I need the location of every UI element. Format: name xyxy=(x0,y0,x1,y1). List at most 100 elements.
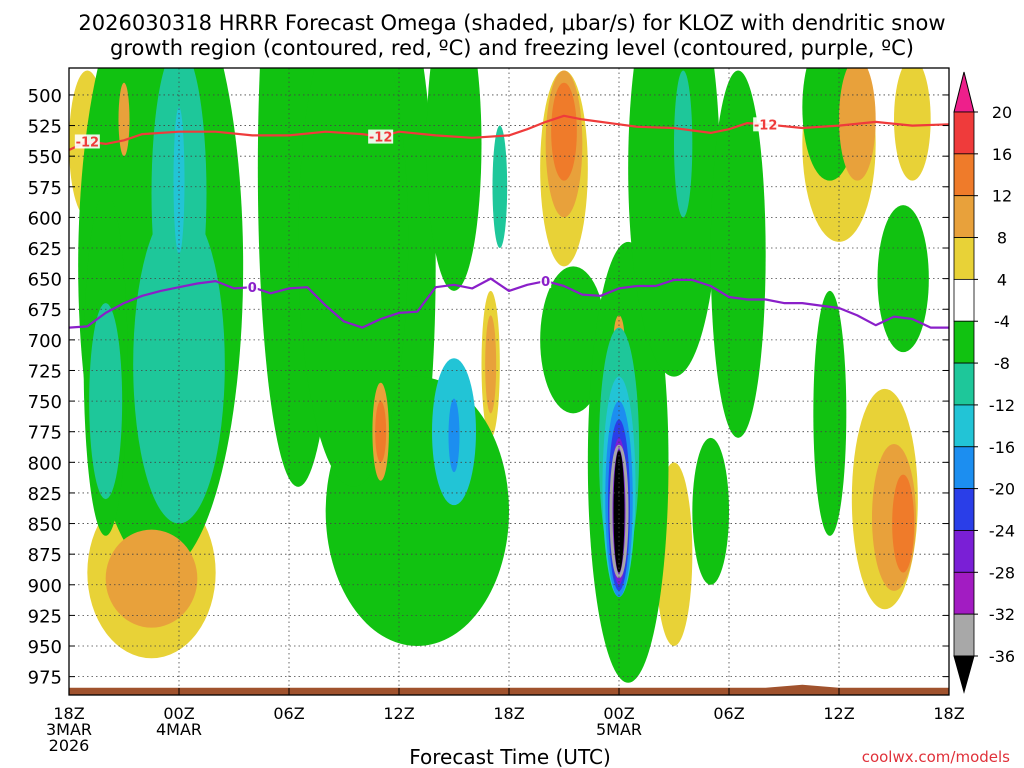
y-tick-label: 600 xyxy=(28,208,62,229)
omega-blob-up-8 xyxy=(813,290,847,536)
colorbar-label: -8 xyxy=(994,354,1010,373)
plot-area: -12 -12 -12 0 0 xyxy=(68,67,950,696)
colorbar-bottom-arrow xyxy=(953,655,975,694)
colorbar-label: -32 xyxy=(989,605,1015,624)
y-tick-label: 875 xyxy=(28,545,62,566)
colorbar-bin xyxy=(953,404,975,448)
omega-blob-down-8 xyxy=(118,82,130,157)
colorbar-label: -36 xyxy=(989,647,1015,666)
y-tick-label: 925 xyxy=(28,606,62,627)
colorbar-bin xyxy=(953,320,975,364)
freezing-contour-label-bg xyxy=(246,280,258,295)
y-tick-label: 850 xyxy=(28,515,62,536)
omega-blob-up-8 xyxy=(426,68,482,291)
x-tick-label: 00Z xyxy=(163,704,194,723)
chart-title-line2: growth region (contoured, red, ºC) and f… xyxy=(110,36,914,60)
y-tick-label: 525 xyxy=(28,117,62,138)
colorbar-bin xyxy=(953,195,975,238)
colorbar-label: 16 xyxy=(992,145,1012,164)
colorbar-bin xyxy=(953,571,975,615)
chart-title-line1: 2026030318 HRRR Forecast Omega (shaded, … xyxy=(78,11,945,35)
omega-blob-up-8 xyxy=(628,68,720,377)
omega-shading xyxy=(69,68,931,683)
y-tick-label: 650 xyxy=(28,270,62,291)
omega-blob-up-36 xyxy=(613,450,625,573)
freezing-contour-label: 0 xyxy=(541,275,550,290)
freezing-contour-label: 0 xyxy=(248,281,257,296)
colorbar-bin xyxy=(953,530,975,573)
y-axis: 500 525 550 575 600 625 650 675 700 725 750 775 800 8… xyxy=(28,86,949,689)
y-tick-label: 500 xyxy=(28,86,62,107)
x-tick-label: 4MAR xyxy=(156,720,202,739)
y-tick-label: 675 xyxy=(28,300,62,321)
x-tick-label: 18Z xyxy=(933,704,964,723)
x-tick-label: 18Z xyxy=(53,704,84,723)
omega-blob-up-12 xyxy=(133,205,225,524)
y-tick-label: 825 xyxy=(28,484,62,505)
x-axis-label: Forecast Time (UTC) xyxy=(409,745,611,768)
y-tick-label: 775 xyxy=(28,423,62,444)
colorbar-label: 12 xyxy=(992,187,1012,206)
omega-blob-down-8 xyxy=(105,529,198,628)
y-tick-label: 725 xyxy=(28,361,62,382)
omega-blob-down-8 xyxy=(839,68,876,181)
y-tick-label: 950 xyxy=(28,637,62,658)
omega-blob-up-8 xyxy=(298,68,409,487)
colorbar-label: 4 xyxy=(997,270,1007,289)
omega-blob-down-12 xyxy=(551,82,577,181)
colorbar-bin xyxy=(953,278,975,322)
colorbar-label: -28 xyxy=(989,563,1015,582)
colorbar-bin xyxy=(953,362,975,406)
grid-lines xyxy=(69,68,949,695)
contour-lines: -12 -12 -12 0 0 xyxy=(69,114,949,329)
colorbar-label: 20 xyxy=(992,103,1012,122)
colorbar-label: -16 xyxy=(989,438,1015,457)
y-tick-label: 900 xyxy=(28,576,62,597)
colorbar-label: -4 xyxy=(994,312,1010,331)
colorbar-bin xyxy=(953,613,975,657)
dgz-contour-label: -12 xyxy=(76,135,100,150)
omega-blob-down-4 xyxy=(894,68,931,181)
x-tick-label: 2026 xyxy=(49,736,90,755)
dgz-contour-label-bg xyxy=(368,129,394,144)
colorbar-bin xyxy=(953,237,975,280)
x-tick-label: 00Z xyxy=(603,704,634,723)
y-tick-label: 800 xyxy=(28,453,62,474)
colorbar-bin xyxy=(953,446,975,490)
x-tick-label: 06Z xyxy=(273,704,304,723)
colorbar-label: 8 xyxy=(997,229,1007,248)
dgz-contour-label: -12 xyxy=(754,118,778,133)
dgz-contour-label-bg xyxy=(753,117,779,132)
freezing-contour-label-bg xyxy=(540,274,552,289)
colorbar-label: -24 xyxy=(989,521,1015,540)
x-tick-label: 5MAR xyxy=(596,720,642,739)
source-credit: coolwx.com/models xyxy=(862,748,1010,766)
colorbar-label: -20 xyxy=(989,480,1015,499)
omega-blob-up-12 xyxy=(674,70,693,218)
colorbar-bin xyxy=(953,488,975,531)
colorbar-bin xyxy=(953,153,975,197)
y-tick-label: 575 xyxy=(28,178,62,199)
x-tick-label: 06Z xyxy=(713,704,744,723)
omega-blob-up-12 xyxy=(492,125,508,249)
colorbar-top-arrow xyxy=(953,71,975,113)
omega-blob-up-8 xyxy=(710,70,766,438)
colorbar-label: -12 xyxy=(989,396,1015,415)
dgz-contour-label-bg xyxy=(74,134,100,149)
y-tick-label: 550 xyxy=(28,147,62,168)
dgz-contour-label: -12 xyxy=(369,131,393,146)
y-tick-label: 975 xyxy=(28,668,62,689)
y-tick-label: 750 xyxy=(28,392,62,413)
omega-blob-up-8 xyxy=(692,437,730,585)
x-tick-label: 12Z xyxy=(823,704,854,723)
omega-blob-up-8 xyxy=(877,205,929,353)
colorbar-bin xyxy=(953,111,975,155)
freezing-level-contour-line xyxy=(69,277,949,329)
x-tick-label: 18Z xyxy=(493,704,524,723)
colorbar: 20 16 12 8 4 -4 -8 -12 -16 -20 -24 -28 -32 -36 xyxy=(953,71,1015,694)
y-tick-label: 700 xyxy=(28,331,62,352)
x-tick-label: 3MAR xyxy=(46,720,92,739)
omega-blob-up-20 xyxy=(448,398,460,473)
